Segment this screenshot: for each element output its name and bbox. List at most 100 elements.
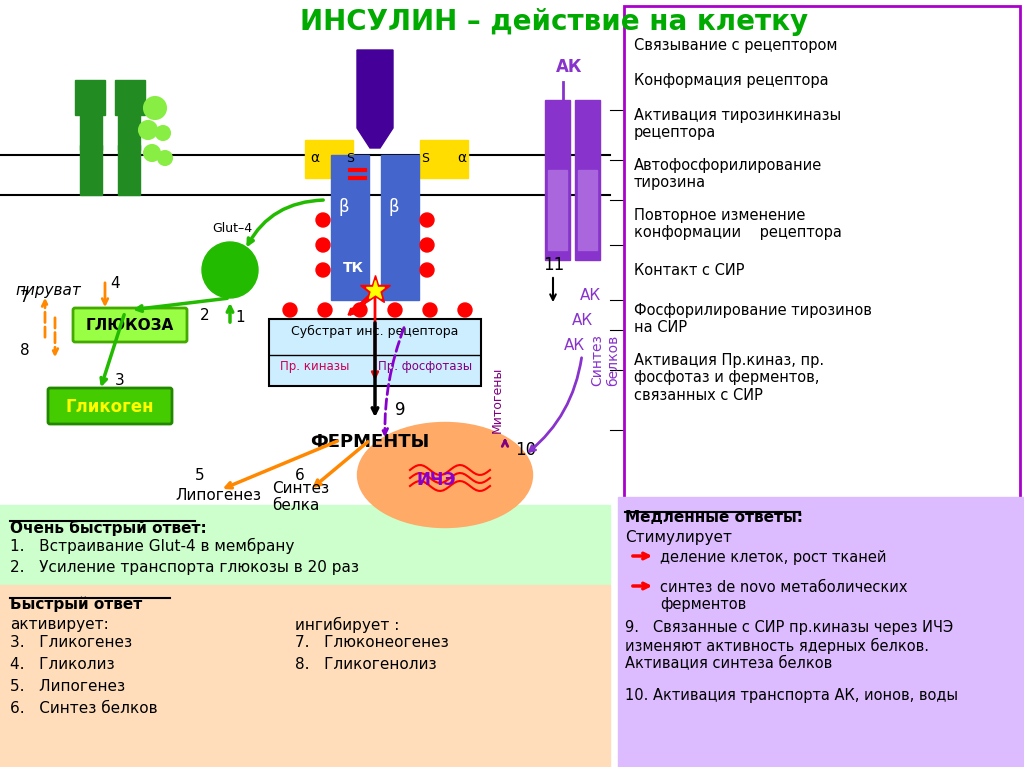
- Text: Активация тирозинкиназы
рецептора: Активация тирозинкиназы рецептора: [634, 108, 841, 140]
- Bar: [80, 145, 102, 195]
- Text: АК: АК: [580, 288, 601, 303]
- Text: Конформация рецептора: Конформация рецептора: [634, 73, 828, 88]
- Polygon shape: [357, 50, 393, 148]
- Circle shape: [316, 238, 330, 252]
- Text: ГЛЮКОЗА: ГЛЮКОЗА: [86, 318, 174, 333]
- Text: 1: 1: [234, 310, 245, 325]
- Circle shape: [388, 303, 402, 317]
- Text: ФЕРМЕНТЫ: ФЕРМЕНТЫ: [310, 433, 430, 451]
- FancyBboxPatch shape: [624, 6, 1020, 498]
- Text: Очень быстрый ответ:: Очень быстрый ответ:: [10, 520, 207, 535]
- Circle shape: [458, 303, 472, 317]
- Bar: [118, 95, 140, 150]
- Text: S: S: [421, 152, 429, 165]
- Text: α: α: [457, 151, 466, 165]
- Circle shape: [283, 303, 297, 317]
- Circle shape: [420, 238, 434, 252]
- Bar: [578, 170, 597, 250]
- Text: Быстрый ответ: Быстрый ответ: [10, 597, 142, 613]
- Bar: [548, 170, 567, 250]
- Text: 9.   Связанные с СИР пр.киназы через ИЧЭ
изменяют активность ядерных белков.
Акт: 9. Связанные с СИР пр.киназы через ИЧЭ и…: [625, 620, 953, 671]
- Text: синтез de novo метаболических
ферментов: синтез de novo метаболических ферментов: [660, 580, 907, 612]
- Text: АК: АК: [564, 338, 585, 353]
- Text: ТК: ТК: [343, 261, 364, 275]
- Text: Пр. киназы: Пр. киназы: [281, 360, 349, 373]
- Circle shape: [144, 97, 166, 119]
- Text: 5: 5: [195, 468, 205, 483]
- Circle shape: [158, 151, 172, 165]
- Text: Гликоген: Гликоген: [66, 398, 155, 416]
- Circle shape: [420, 213, 434, 227]
- Circle shape: [202, 242, 258, 298]
- Text: Липогенез: Липогенез: [175, 488, 261, 503]
- Text: 2.   Усиление транспорта глюкозы в 20 раз: 2. Усиление транспорта глюкозы в 20 раз: [10, 560, 359, 575]
- Bar: [115, 80, 145, 115]
- Text: 3: 3: [115, 373, 125, 388]
- Text: Субстрат инс. рецептора: Субстрат инс. рецептора: [291, 325, 459, 338]
- Bar: [331, 155, 369, 300]
- Text: пируват: пируват: [15, 283, 81, 298]
- Text: β: β: [339, 198, 349, 216]
- Text: ИЧЭ: ИЧЭ: [417, 471, 457, 489]
- Circle shape: [156, 126, 170, 140]
- Text: α: α: [310, 151, 319, 165]
- Text: Контакт с СИР: Контакт с СИР: [634, 263, 744, 278]
- Text: АК: АК: [556, 58, 583, 76]
- Text: 2: 2: [200, 308, 210, 323]
- Text: 8.   Гликогенолиз: 8. Гликогенолиз: [295, 657, 436, 672]
- Text: Пр. фосфотазы: Пр. фосфотазы: [378, 360, 472, 373]
- Bar: [0, 505, 610, 585]
- Text: 10. Активация транспорта АК, ионов, воды: 10. Активация транспорта АК, ионов, воды: [625, 688, 958, 703]
- Text: АК: АК: [572, 313, 593, 328]
- Text: β: β: [389, 198, 399, 216]
- Text: 8: 8: [20, 343, 30, 358]
- Text: Синтез
белков: Синтез белков: [590, 334, 621, 386]
- Bar: [0, 585, 610, 767]
- Text: 7: 7: [20, 290, 30, 305]
- Text: 4: 4: [110, 276, 120, 291]
- Bar: [618, 497, 1024, 767]
- Text: Стимулирует: Стимулирует: [625, 530, 732, 545]
- Text: 7.   Глюконеогенез: 7. Глюконеогенез: [295, 635, 449, 650]
- Circle shape: [316, 213, 330, 227]
- Bar: [420, 140, 468, 178]
- Text: 4.   Гликолиз: 4. Гликолиз: [10, 657, 115, 672]
- Text: 3.   Гликогенез: 3. Гликогенез: [10, 635, 132, 650]
- Circle shape: [139, 121, 157, 139]
- Text: 1.   Встраивание Glut-4 в мембрану: 1. Встраивание Glut-4 в мембрану: [10, 538, 294, 554]
- Text: 11: 11: [543, 256, 564, 274]
- FancyBboxPatch shape: [73, 308, 187, 342]
- Bar: [75, 80, 105, 115]
- Bar: [118, 145, 140, 195]
- Text: S: S: [346, 152, 354, 165]
- Text: ингибирует :: ингибирует :: [295, 617, 399, 633]
- Text: Повторное изменение
конформации    рецептора: Повторное изменение конформации рецептор…: [634, 208, 842, 240]
- FancyBboxPatch shape: [269, 319, 481, 386]
- Text: деление клеток, рост тканей: деление клеток, рост тканей: [660, 550, 887, 565]
- Text: Активация Пр.киназ, пр.
фосфотаз и ферментов,
связанных с СИР: Активация Пр.киназ, пр. фосфотаз и ферме…: [634, 353, 824, 403]
- Circle shape: [144, 145, 160, 161]
- Text: Синтез
белка: Синтез белка: [272, 481, 329, 513]
- Text: 10: 10: [515, 441, 537, 459]
- FancyBboxPatch shape: [48, 388, 172, 424]
- Circle shape: [353, 303, 367, 317]
- Bar: [80, 95, 102, 150]
- Text: Автофосфорилирование
тирозина: Автофосфорилирование тирозина: [634, 158, 822, 190]
- Text: 6.   Синтез белков: 6. Синтез белков: [10, 701, 158, 716]
- Circle shape: [318, 303, 332, 317]
- Bar: [545, 100, 570, 260]
- Bar: [305, 140, 353, 178]
- Text: Связывание с рецептором: Связывание с рецептором: [634, 38, 838, 53]
- Text: ИНСУЛИН – действие на клетку: ИНСУЛИН – действие на клетку: [300, 8, 808, 36]
- Bar: [575, 100, 600, 260]
- Circle shape: [420, 263, 434, 277]
- Bar: [381, 155, 419, 300]
- Text: активирует:: активирует:: [10, 617, 109, 632]
- Circle shape: [316, 263, 330, 277]
- Circle shape: [423, 303, 437, 317]
- Text: Митогены: Митогены: [490, 367, 504, 433]
- Text: Медленные ответы:: Медленные ответы:: [625, 510, 803, 525]
- Text: 9: 9: [395, 401, 406, 419]
- Text: 5.   Липогенез: 5. Липогенез: [10, 679, 125, 694]
- Ellipse shape: [357, 423, 532, 528]
